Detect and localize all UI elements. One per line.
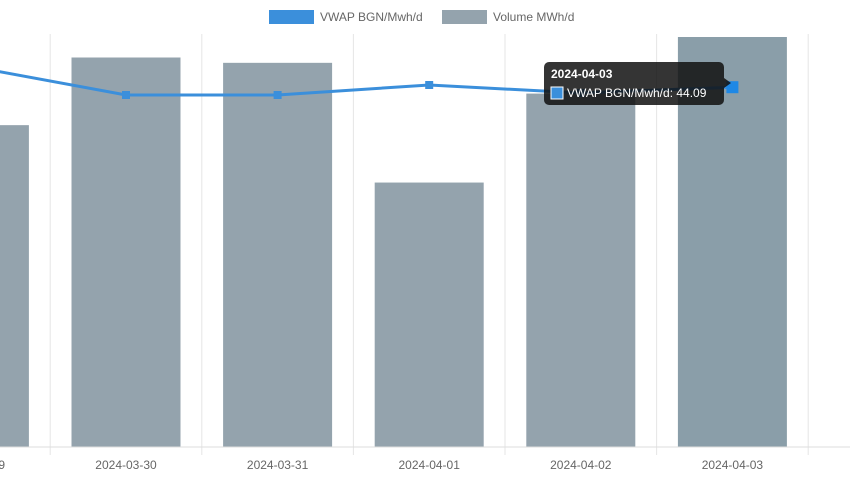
tooltip: 2024-04-03 VWAP BGN/Mwh/d: 44.09 [544,62,731,105]
legend: VWAP BGN/Mwh/d Volume MWh/d [269,10,574,24]
vwap-point[interactable] [122,91,130,99]
volume-bar[interactable] [374,182,484,448]
volume-bar[interactable] [71,57,181,448]
tooltip-title: 2024-04-03 [551,67,613,81]
vwap-point[interactable] [726,81,739,94]
legend-label-vwap[interactable]: VWAP BGN/Mwh/d [320,10,423,24]
tooltip-box [544,62,724,105]
legend-label-volume[interactable]: Volume MWh/d [493,10,574,24]
volume-bar[interactable] [0,125,29,448]
volume-bar[interactable] [223,62,333,448]
legend-swatch-vwap[interactable] [269,10,314,24]
x-tick-label: 2024-03-31 [247,458,309,472]
x-tick-label: 2024-04-02 [550,458,612,472]
volume-bar[interactable] [526,93,636,447]
tooltip-label: VWAP BGN/Mwh/d: 44.09 [567,86,707,100]
x-tick-label: 2024-04-01 [399,458,461,472]
x-tick-label: 2024-03-29 [0,458,5,472]
tooltip-swatch [550,86,564,100]
volume-bar[interactable] [677,37,787,447]
x-axis: 2024-03-29 2024-03-30 2024-03-31 2024-04-01… [0,446,850,472]
tooltip-caret [724,78,731,88]
x-tick-label: 2024-04-03 [702,458,764,472]
vwap-point[interactable] [273,91,282,99]
x-tick-label: 2024-03-30 [95,458,157,472]
bars-layer [0,37,787,448]
legend-swatch-volume[interactable] [442,10,487,24]
vwap-point[interactable] [425,81,434,89]
